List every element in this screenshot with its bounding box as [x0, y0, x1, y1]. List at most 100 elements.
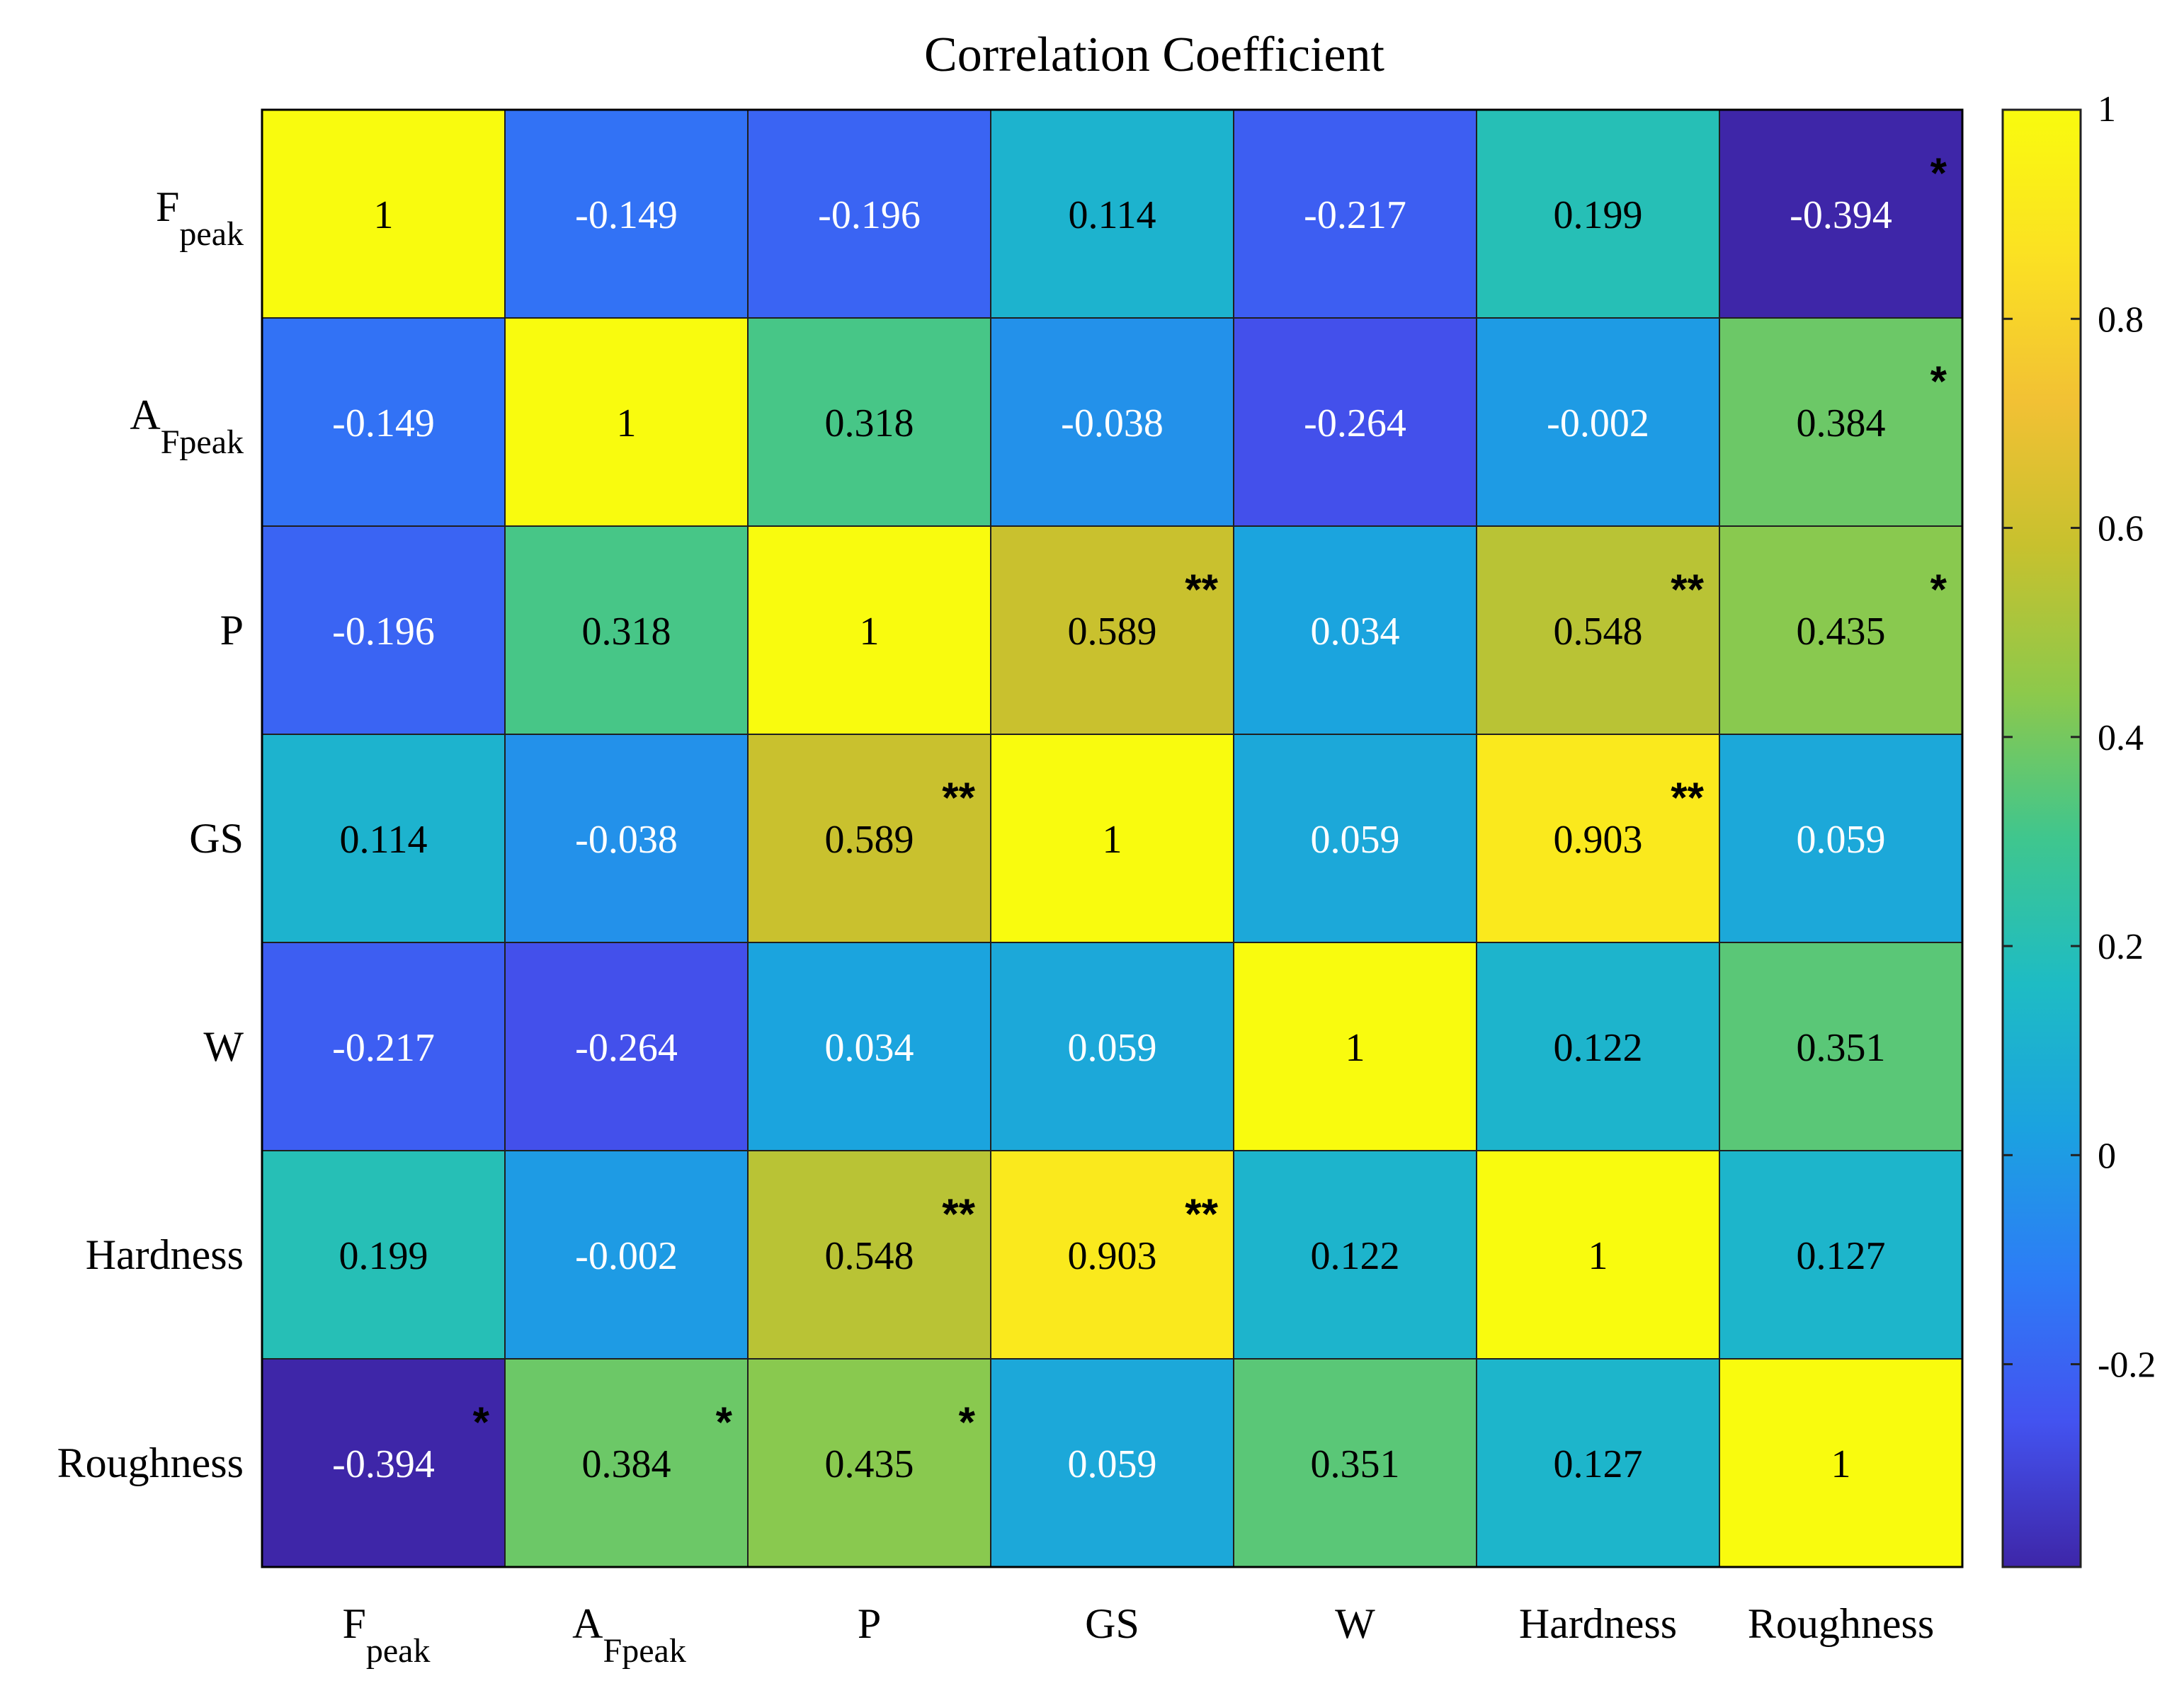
cell-value-label: -0.196	[818, 193, 921, 237]
heatmap-cell	[1233, 1358, 1477, 1568]
heatmap-cell	[990, 1358, 1234, 1568]
heatmap-cell	[1719, 1358, 1963, 1568]
axis-label-base: GS	[189, 815, 244, 862]
heatmap-cell	[1233, 109, 1477, 319]
axis-label-base: P	[220, 607, 244, 654]
cell-value-label: 0.351	[1311, 1442, 1400, 1486]
heatmap-cell	[1476, 525, 1720, 735]
colorbar-tick-label: 0.6	[2098, 509, 2144, 549]
cell-value-label: 0.384	[1797, 401, 1886, 445]
heatmap-cell	[1719, 109, 1963, 319]
heatmap-cell	[1233, 525, 1477, 735]
heatmap-cell	[747, 317, 991, 527]
heatmap-cell	[747, 942, 991, 1151]
heatmap-cell	[261, 942, 506, 1151]
cell-value-label: -0.264	[575, 1026, 678, 1070]
heatmap-cell	[1719, 734, 1963, 943]
significance-marker: *	[716, 1398, 733, 1446]
cell-value-label: 0.059	[1797, 818, 1886, 862]
heatmap-cell	[504, 525, 749, 735]
cell-value-label: 0.351	[1797, 1026, 1886, 1070]
heatmap-cell	[1719, 1150, 1963, 1360]
heatmap-cell	[1719, 525, 1963, 735]
heatmap-cell	[504, 734, 749, 943]
cell-value-label: 1	[1831, 1442, 1851, 1486]
cell-value-label: 0.548	[825, 1234, 914, 1278]
column-label: AFpeak	[572, 1600, 686, 1670]
heatmap-cell	[261, 1358, 506, 1568]
heatmap-cell	[990, 525, 1234, 735]
colorbar-tick-label: -0.2	[2098, 1345, 2156, 1386]
row-label: Hardness	[86, 1231, 244, 1278]
cell-value-labels: 1 -0.149 -0.196 0.114 -0.217 0.199 -0.394 -0.14…	[332, 193, 1892, 1486]
row-label: Roughness	[57, 1440, 244, 1486]
heatmap-cell	[1476, 734, 1720, 943]
significance-marker: **	[1185, 1190, 1218, 1238]
cell-value-label: 0.122	[1311, 1234, 1400, 1278]
axis-label-subscript: peak	[366, 1632, 431, 1670]
heatmap-border	[261, 108, 1964, 1568]
cell-value-label: 0.199	[1554, 193, 1643, 237]
row-label: GS	[189, 815, 244, 862]
cell-value-label: -0.196	[332, 610, 435, 654]
cell-value-label: 0.589	[825, 818, 914, 862]
heatmap-cell	[261, 317, 506, 527]
heatmap-cell	[1476, 317, 1720, 527]
cell-value-label: -0.217	[332, 1026, 435, 1070]
cell-value-label: 0.127	[1797, 1234, 1886, 1278]
axis-label-base: Hardness	[1519, 1600, 1677, 1647]
cell-value-label: 0.114	[340, 818, 428, 862]
axis-label-base: F	[156, 183, 179, 230]
heatmap-cell	[1476, 1358, 1720, 1568]
colorbar	[2001, 108, 2082, 1568]
cell-value-label: 0.122	[1554, 1026, 1643, 1070]
heatmap-cell	[1233, 317, 1477, 527]
cell-value-label: 0.059	[1068, 1442, 1157, 1486]
cell-value-label: 0.903	[1068, 1234, 1157, 1278]
cell-value-label: 1	[617, 401, 637, 445]
heatmap-cell	[747, 1150, 991, 1360]
cell-value-label: -0.149	[332, 401, 435, 445]
heatmap-cells	[261, 108, 1964, 1568]
colorbar-tick-label: 0.8	[2098, 300, 2144, 340]
heatmap-cell	[990, 1150, 1234, 1360]
significance-marker: **	[1671, 566, 1704, 613]
significance-marker: *	[959, 1398, 976, 1446]
axis-label-base: Hardness	[86, 1231, 244, 1278]
row-label: Fpeak	[156, 183, 244, 253]
significance-marker: **	[942, 1190, 975, 1238]
cell-value-label: 1	[1346, 1026, 1365, 1070]
cell-value-label: 0.384	[582, 1442, 671, 1486]
cell-value-label: 1	[860, 610, 880, 654]
axis-label-subscript: Fpeak	[603, 1632, 686, 1670]
cell-value-label: 0.199	[339, 1234, 428, 1278]
heatmap-cell	[1719, 317, 1963, 527]
column-label: GS	[1085, 1600, 1139, 1647]
cell-value-label: 1	[1588, 1234, 1608, 1278]
heatmap-cell	[261, 525, 506, 735]
cell-value-label: 0.127	[1554, 1442, 1643, 1486]
colorbar-tick-label: 0.2	[2098, 927, 2144, 967]
row-label: P	[220, 607, 244, 654]
heatmap-cell	[261, 1150, 506, 1360]
axis-label-subscript: Fpeak	[161, 423, 244, 461]
heatmap-cell	[990, 109, 1234, 319]
cell-value-label: 1	[374, 193, 394, 237]
heatmap-cell	[1476, 109, 1720, 319]
cell-value-label: 0.435	[1797, 610, 1886, 654]
cell-value-label: 0.435	[825, 1442, 914, 1486]
cell-value-label: 1	[1103, 818, 1122, 862]
cell-value-label: -0.264	[1304, 401, 1406, 445]
axis-label-base: A	[572, 1600, 603, 1647]
column-label: Fpeak	[343, 1600, 431, 1670]
heatmap-cell	[1476, 942, 1720, 1151]
cell-value-label: -0.038	[575, 818, 678, 862]
heatmap-cell	[747, 1358, 991, 1568]
axis-label-base: Roughness	[1748, 1600, 1934, 1647]
axis-label-subscript: peak	[179, 215, 244, 253]
colorbar-tick-label: 0	[2098, 1136, 2116, 1176]
cell-value-label: -0.394	[332, 1442, 435, 1486]
cell-value-label: -0.149	[575, 193, 678, 237]
